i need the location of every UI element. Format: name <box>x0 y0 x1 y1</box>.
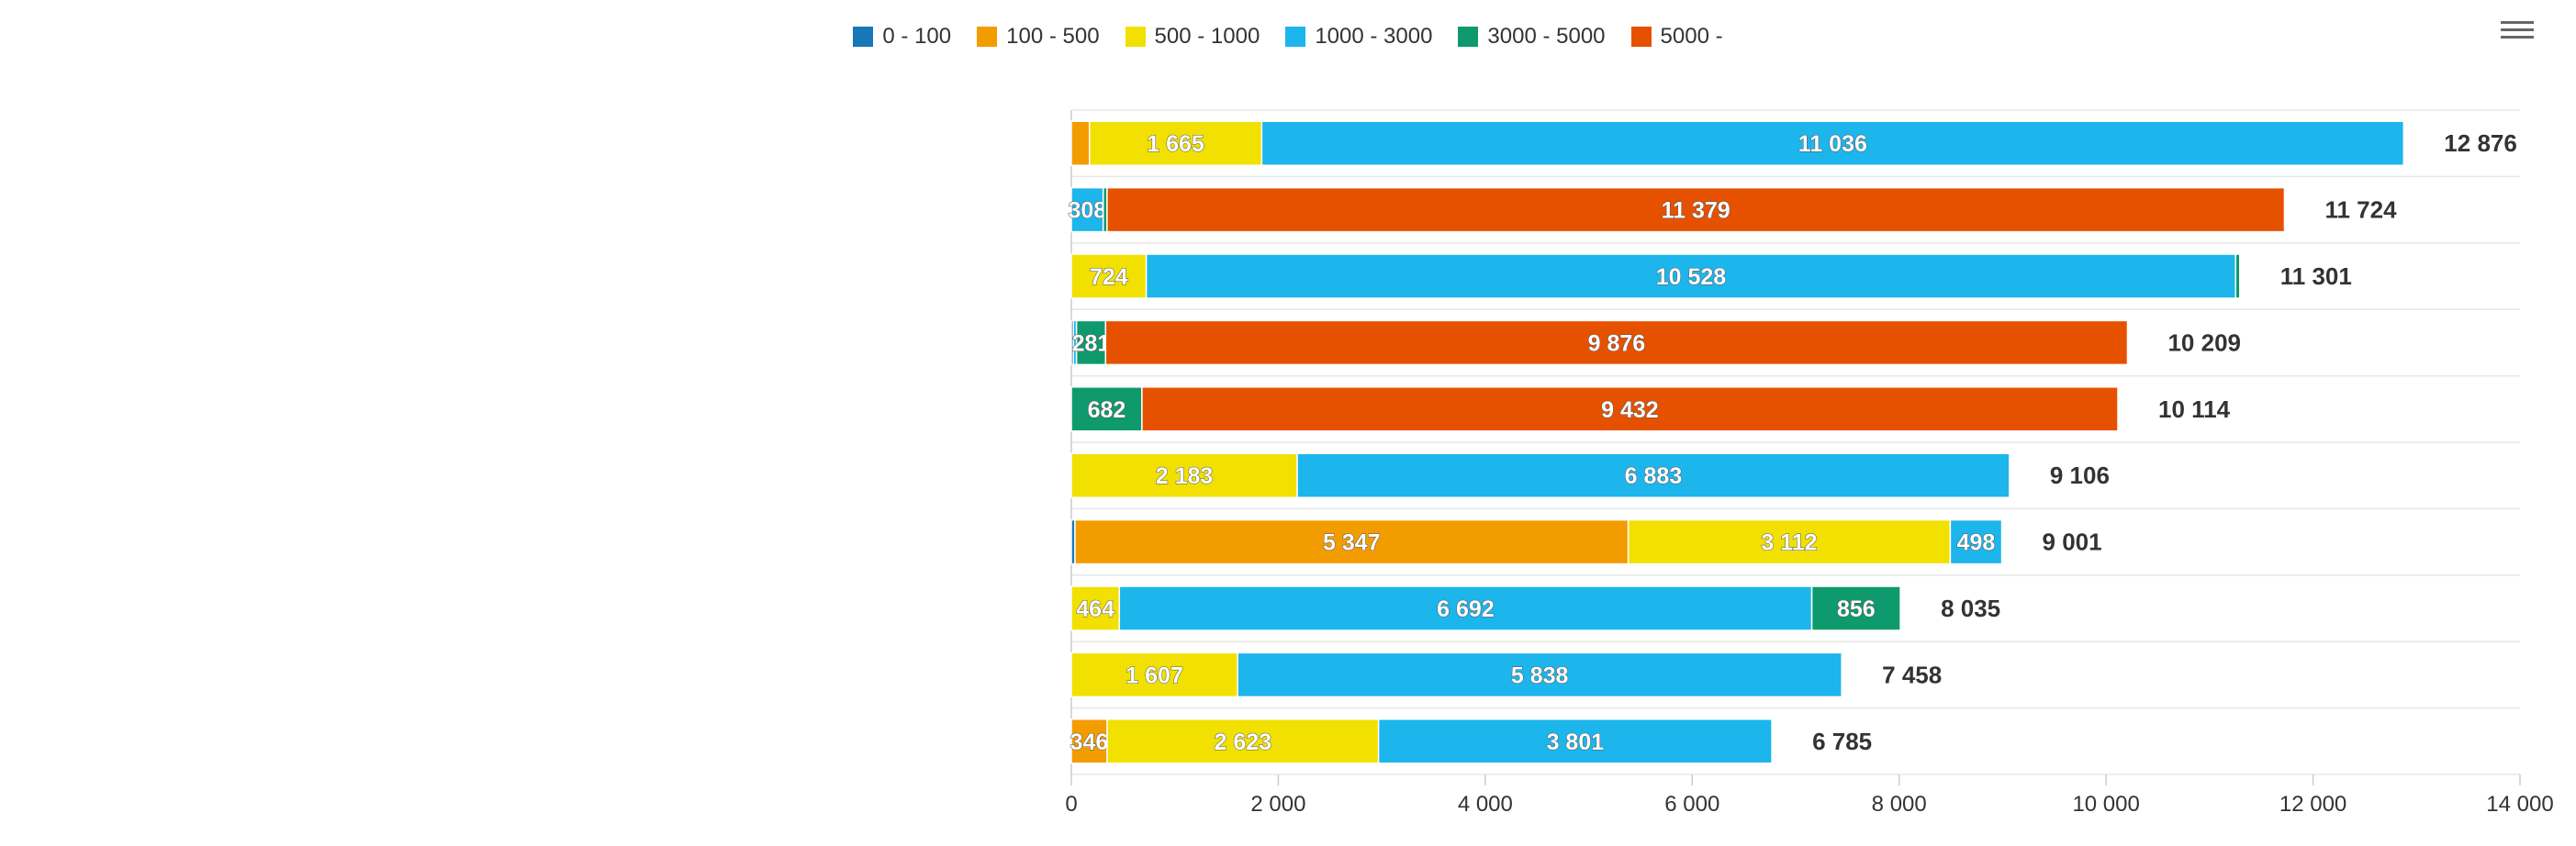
bar-segment[interactable] <box>1627 518 1952 565</box>
legend-item[interactable]: 100 - 500 <box>977 24 1100 50</box>
data-label: 9 876 <box>1588 330 1646 356</box>
total-label: 11 301 <box>2280 262 2352 290</box>
total-label: 7 458 <box>1882 661 1942 688</box>
bar-segment[interactable] <box>1088 120 1263 166</box>
legend-label: 1000 - 3000 <box>1315 24 1433 49</box>
bar-segment[interactable] <box>1070 186 1104 233</box>
bar-segment[interactable] <box>1118 585 1813 631</box>
legend-label: 3000 - 5000 <box>1487 24 1606 49</box>
x-tick-label: 0 <box>1065 792 1077 817</box>
total-label: 10 114 <box>2158 395 2231 423</box>
bar-segment[interactable] <box>2234 253 2241 299</box>
data-label: 5 838 <box>1511 662 1569 688</box>
x-tick-label: 6 000 <box>1664 792 1719 817</box>
total-label: 8 035 <box>1941 595 2000 622</box>
legend-swatch <box>1285 27 1306 47</box>
data-label: 5 347 <box>1323 530 1381 556</box>
bar-segment[interactable] <box>1070 253 1148 299</box>
legend-swatch <box>1630 27 1652 47</box>
bar-segment[interactable] <box>1075 319 1107 366</box>
data-label: 3 112 <box>1761 530 1817 556</box>
bar-segment[interactable] <box>1106 186 2286 233</box>
bar-segment[interactable] <box>1810 585 1901 631</box>
bar-segment[interactable] <box>1145 253 2237 299</box>
data-label: 2 183 <box>1156 463 1214 489</box>
data-label: 3 801 <box>1547 729 1605 755</box>
x-tick-label: 14 000 <box>2486 792 2553 817</box>
data-label: 346 <box>1070 729 1109 755</box>
total-label: 9 001 <box>2043 529 2102 556</box>
x-tick-label: 4 000 <box>1458 792 1513 817</box>
bar-segment[interactable] <box>1296 452 2010 498</box>
data-label: 281 <box>1072 330 1111 356</box>
data-label: 9 432 <box>1601 397 1659 423</box>
legend-swatch <box>853 27 874 47</box>
data-label: 308 <box>1068 198 1106 224</box>
legend-label: 0 - 100 <box>882 24 952 49</box>
total-label: 9 106 <box>2050 462 2110 489</box>
bar-segment[interactable] <box>1070 452 1298 498</box>
bar-segment[interactable] <box>1141 386 2119 432</box>
bar-segment[interactable] <box>1070 585 1121 631</box>
total-label: 6 785 <box>1812 728 1872 755</box>
data-label: 2 623 <box>1215 729 1272 755</box>
chart-legend: 0 - 100 100 - 500 500 - 1000 1000 - 3000 300… <box>0 24 2576 50</box>
data-label: 1 665 <box>1147 131 1204 157</box>
total-label: 12 876 <box>2444 129 2517 157</box>
data-label: 11 036 <box>1798 131 1867 157</box>
legend-item[interactable]: 1000 - 3000 <box>1285 24 1432 50</box>
bar-segment[interactable] <box>1104 319 2129 366</box>
bar-segment[interactable] <box>1070 120 1091 166</box>
legend-swatch <box>1125 27 1146 47</box>
data-label: 856 <box>1837 596 1876 622</box>
bar-segment[interactable] <box>1949 518 2003 565</box>
x-tick-label: 10 000 <box>2072 792 2139 817</box>
legend-item[interactable]: 500 - 1000 <box>1125 24 1260 50</box>
data-label: 11 379 <box>1662 198 1730 224</box>
data-label: 6 692 <box>1437 596 1495 622</box>
data-label: 6 883 <box>1625 463 1683 489</box>
total-label: 11 724 <box>2324 196 2397 224</box>
legend-item[interactable]: 0 - 100 <box>853 24 951 50</box>
data-label: 10 528 <box>1656 264 1727 290</box>
data-label: 724 <box>1090 264 1128 290</box>
legend-item[interactable]: 3000 - 5000 <box>1458 24 1606 50</box>
bar-segment[interactable] <box>1377 718 1773 764</box>
legend-label: 500 - 1000 <box>1154 24 1260 49</box>
hamburger-menu-icon[interactable] <box>2501 17 2534 44</box>
total-label: 10 209 <box>2167 328 2241 356</box>
bar-segment[interactable] <box>1260 120 2405 166</box>
x-tick-label: 12 000 <box>2279 792 2346 817</box>
data-label: 464 <box>1076 596 1114 622</box>
data-label: 1 607 <box>1126 662 1183 688</box>
x-tick-label: 8 000 <box>1872 792 1927 817</box>
legend-swatch <box>977 27 998 47</box>
data-label: 682 <box>1088 397 1126 423</box>
legend-label: 5000 - <box>1660 24 1723 49</box>
x-tick-label: 2 000 <box>1250 792 1305 817</box>
data-label: 498 <box>1957 530 1996 556</box>
bar-segment[interactable] <box>1237 651 1842 698</box>
legend-label: 100 - 500 <box>1006 24 1100 49</box>
legend-swatch <box>1458 27 1479 47</box>
legend-item[interactable]: 5000 - <box>1630 24 1723 50</box>
